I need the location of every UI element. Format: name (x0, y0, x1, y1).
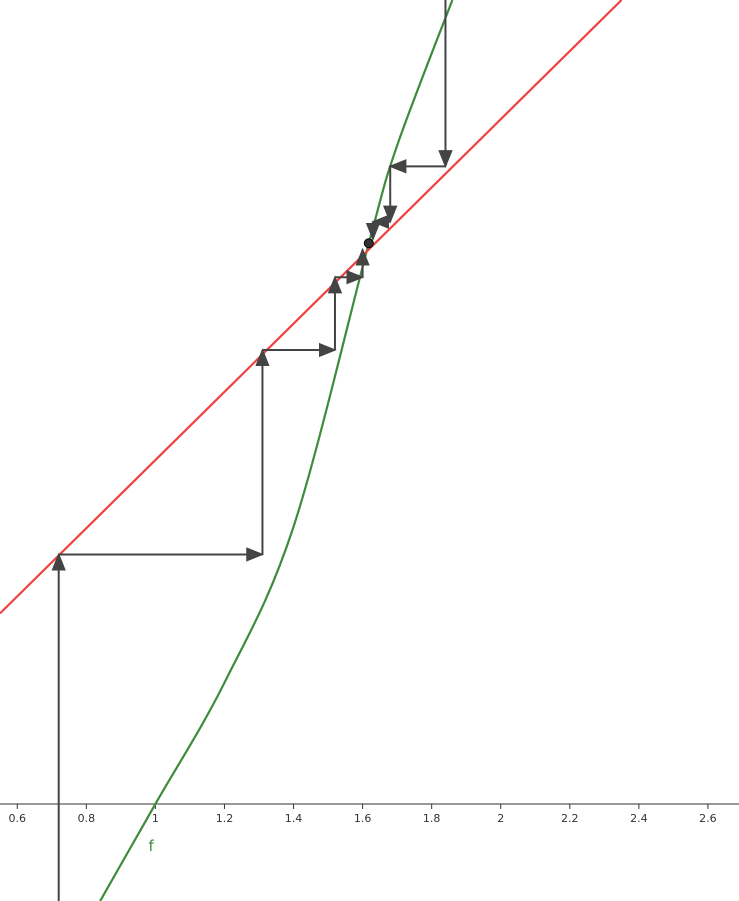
function-curve-f (99, 0, 454, 901)
series-layer (0, 0, 623, 901)
x-tick-label: 1.6 (354, 812, 372, 825)
diagonal-line (0, 0, 623, 615)
x-tick-label: 2.2 (561, 812, 579, 825)
x-tick-label: 1.4 (285, 812, 303, 825)
x-tick-label: 2 (497, 812, 504, 825)
x-tick-label: 2.4 (630, 812, 648, 825)
label-layer: f (148, 837, 154, 855)
curve-label-f: f (148, 837, 154, 855)
x-tick-label: 1 (152, 812, 159, 825)
x-tick-label: 2.6 (699, 812, 717, 825)
x-tick-label: 0.6 (9, 812, 27, 825)
x-tick-label: 1.8 (423, 812, 441, 825)
cobweb-layer (51, 0, 453, 901)
x-tick-label: 1.2 (216, 812, 234, 825)
fixed-point-marker (363, 238, 374, 249)
x-axis: 0.6 0.8 1 1.2 1.4 1.6 1.8 2 2.2 2.4 2.6 (0, 803, 739, 825)
x-tick-label: 0.8 (78, 812, 96, 825)
